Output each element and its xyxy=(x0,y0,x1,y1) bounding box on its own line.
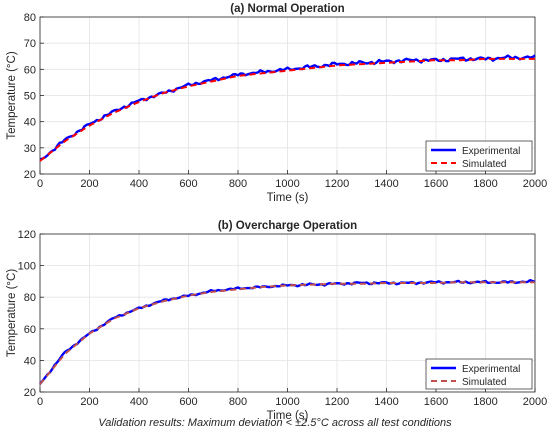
x-tick-label: 1400 xyxy=(374,396,398,408)
y-tick-label: 80 xyxy=(24,292,36,304)
x-tick-label: 400 xyxy=(130,396,148,408)
series-line-simulated xyxy=(39,57,535,162)
legend-box xyxy=(425,140,533,172)
x-tick-label: 1600 xyxy=(424,396,448,408)
y-tick-label: 80 xyxy=(24,12,36,24)
x-tick-label: 2000 xyxy=(523,396,547,408)
x-tick-label: 800 xyxy=(229,178,247,190)
chart-title: (b) Overcharge Operation xyxy=(218,220,357,232)
legend: Experimental Simulated xyxy=(425,140,533,172)
legend-label: Simulated xyxy=(462,159,506,170)
y-axis-label: Temperature (°C) xyxy=(6,51,18,139)
y-axis-label: Temperature (°C) xyxy=(6,269,18,357)
y-tick-label: 20 xyxy=(24,169,36,181)
x-tick-label: 600 xyxy=(179,178,197,190)
legend-box xyxy=(425,358,533,390)
legend-label: Simulated xyxy=(462,377,506,388)
y-tick-label: 40 xyxy=(24,117,36,129)
y-tick-label: 30 xyxy=(24,143,36,155)
series-line-simulated xyxy=(39,281,535,385)
validation-caption: Validation results: Maximum deviation < … xyxy=(98,417,452,429)
legend: Experimental Simulated xyxy=(425,358,533,390)
chart-b: 0 200 400 600 800 1000 1200 1400 1600 1800 2000 20 4… xyxy=(6,220,547,422)
legend-label: Experimental xyxy=(462,364,520,375)
y-tick-label: 120 xyxy=(18,229,36,241)
series-line-experimental xyxy=(39,54,536,161)
x-tick-label: 600 xyxy=(179,396,197,408)
x-axis-label: Time (s) xyxy=(267,410,309,422)
x-tick-label: 1400 xyxy=(374,178,398,190)
x-tick-label: 0 xyxy=(37,396,43,408)
x-tick-label: 0 xyxy=(37,178,43,190)
x-tick-label: 200 xyxy=(80,178,98,190)
y-tick-label: 40 xyxy=(24,355,36,367)
x-tick-label: 1200 xyxy=(325,178,349,190)
x-tick-label: 200 xyxy=(80,396,98,408)
y-tick-label: 60 xyxy=(24,64,36,76)
y-tick-label: 60 xyxy=(24,324,36,336)
chart-title: (a) Normal Operation xyxy=(230,3,344,15)
x-tick-label: 1000 xyxy=(275,396,299,408)
x-tick-label: 1600 xyxy=(424,178,448,190)
x-tick-label: 1200 xyxy=(325,396,349,408)
y-tick-label: 20 xyxy=(24,387,36,399)
x-tick-label: 1800 xyxy=(473,396,497,408)
y-tick-label: 50 xyxy=(24,91,36,103)
chart-a: 0 200 400 600 800 1000 1200 1400 1600 1800 2000 20 3… xyxy=(6,3,547,204)
x-tick-label: 2000 xyxy=(523,178,547,190)
legend-label: Experimental xyxy=(462,146,520,157)
x-tick-label: 400 xyxy=(130,178,148,190)
y-tick-label: 70 xyxy=(24,38,36,50)
x-tick-label: 1800 xyxy=(473,178,497,190)
x-tick-label: 800 xyxy=(229,396,247,408)
x-tick-label: 1000 xyxy=(275,178,299,190)
x-axis-label: Time (s) xyxy=(267,192,309,204)
y-tick-label: 100 xyxy=(18,261,36,273)
